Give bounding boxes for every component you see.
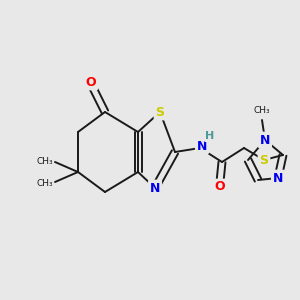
Text: H: H — [206, 131, 214, 141]
Text: N: N — [260, 134, 270, 146]
Text: CH₃: CH₃ — [254, 106, 270, 115]
Text: CH₃: CH₃ — [36, 158, 53, 166]
Text: O: O — [86, 76, 96, 88]
Text: N: N — [197, 140, 207, 152]
Text: CH₃: CH₃ — [36, 179, 53, 188]
Text: N: N — [273, 172, 283, 184]
Text: N: N — [150, 182, 160, 194]
Text: S: S — [155, 106, 164, 118]
Text: S: S — [260, 154, 268, 166]
Text: O: O — [215, 181, 225, 194]
